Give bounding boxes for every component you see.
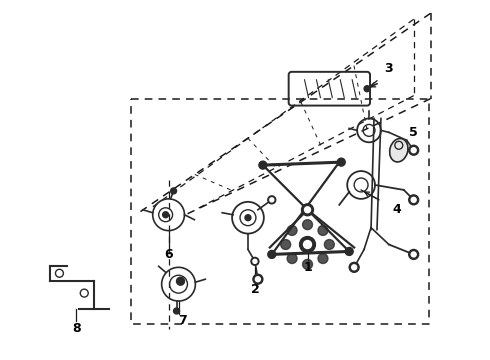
Text: 5: 5	[409, 126, 418, 139]
Circle shape	[299, 237, 316, 252]
Circle shape	[324, 239, 334, 249]
Circle shape	[305, 207, 311, 213]
Circle shape	[411, 252, 416, 257]
Circle shape	[259, 161, 267, 169]
Circle shape	[268, 251, 276, 258]
Circle shape	[364, 86, 370, 92]
Circle shape	[171, 188, 176, 194]
Circle shape	[251, 257, 259, 265]
Text: 4: 4	[392, 203, 401, 216]
Text: 8: 8	[72, 322, 81, 336]
Text: 7: 7	[178, 314, 187, 327]
Circle shape	[409, 145, 418, 155]
Circle shape	[163, 212, 169, 218]
Circle shape	[411, 148, 416, 153]
Circle shape	[345, 247, 353, 255]
Circle shape	[302, 260, 313, 269]
Circle shape	[287, 253, 297, 264]
Text: 3: 3	[385, 62, 393, 75]
Circle shape	[176, 277, 184, 285]
Circle shape	[411, 197, 416, 202]
Circle shape	[318, 253, 328, 264]
Circle shape	[253, 274, 263, 284]
Circle shape	[173, 308, 179, 314]
Circle shape	[301, 204, 314, 216]
Circle shape	[302, 220, 313, 230]
Ellipse shape	[390, 139, 408, 162]
Text: 2: 2	[250, 283, 259, 296]
Circle shape	[337, 158, 345, 166]
Circle shape	[281, 239, 291, 249]
Circle shape	[255, 277, 260, 282]
Circle shape	[303, 240, 312, 248]
Circle shape	[287, 225, 297, 235]
Text: 1: 1	[303, 261, 312, 274]
Circle shape	[352, 265, 357, 270]
Circle shape	[349, 262, 359, 272]
Circle shape	[409, 195, 418, 205]
Circle shape	[268, 196, 276, 204]
Circle shape	[245, 215, 251, 221]
Circle shape	[270, 198, 274, 202]
Circle shape	[409, 249, 418, 260]
Text: 6: 6	[164, 248, 173, 261]
Circle shape	[253, 260, 257, 264]
Circle shape	[318, 225, 328, 235]
